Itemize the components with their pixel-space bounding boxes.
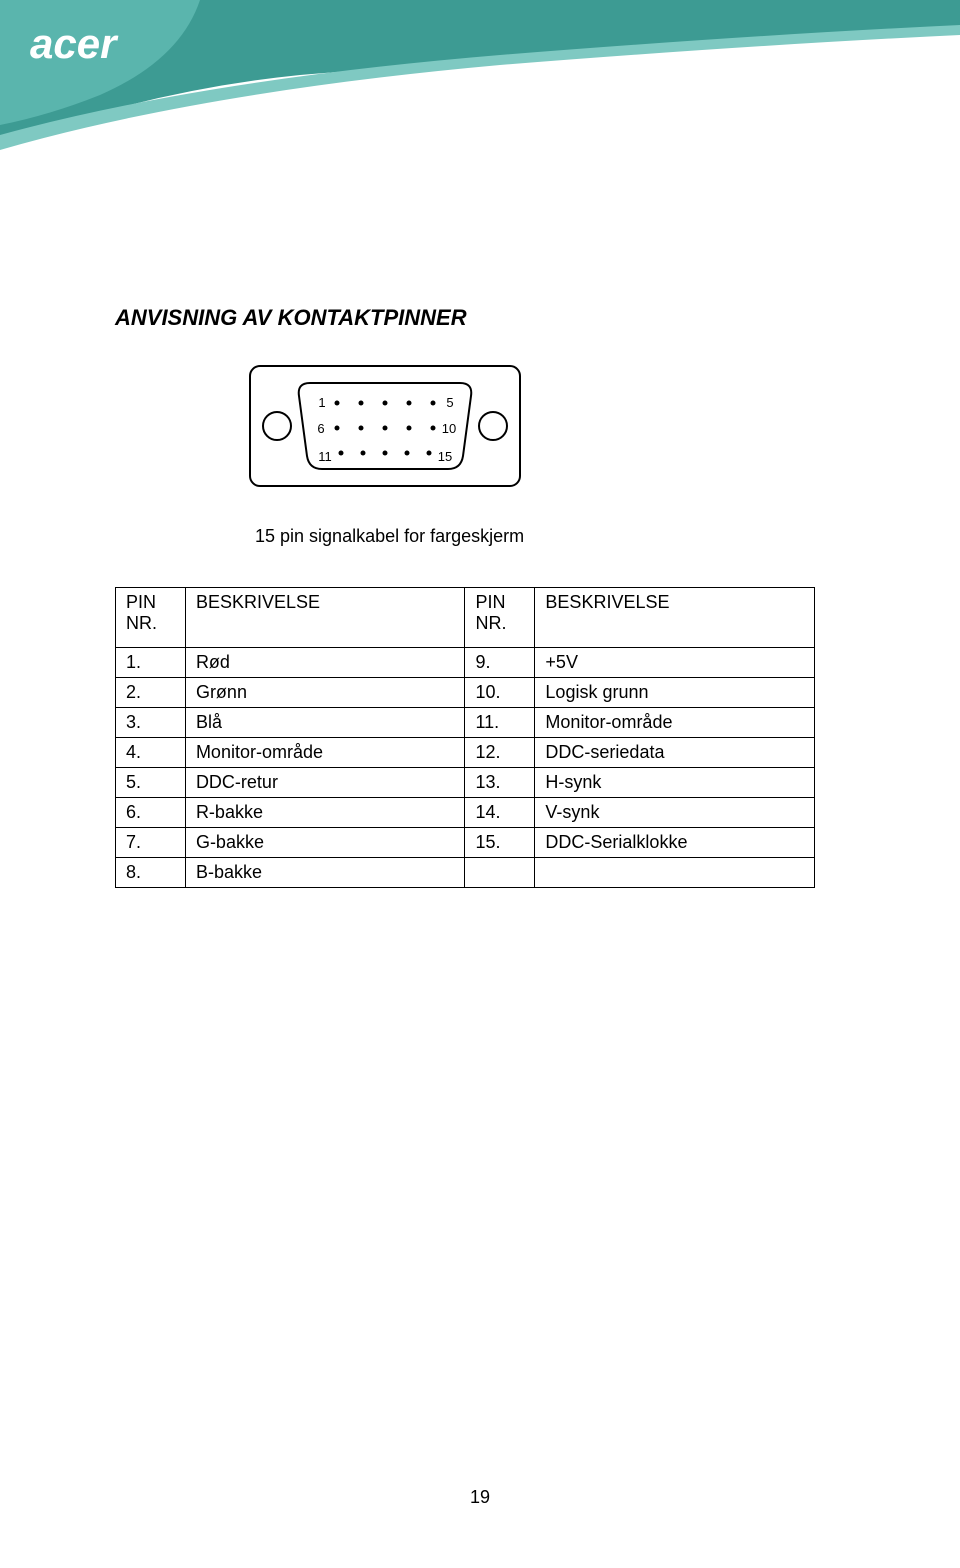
cell-desc: Rød <box>185 648 465 678</box>
svg-text:11: 11 <box>318 449 332 464</box>
table-row: 8. B-bakke <box>116 858 815 888</box>
cell-desc: Grønn <box>185 678 465 708</box>
connector-diagram: 1 5 6 10 11 15 <box>245 361 525 491</box>
cell-desc: Blå <box>185 708 465 738</box>
header-desc-1: BESKRIVELSE <box>185 588 465 648</box>
cell-desc: +5V <box>535 648 815 678</box>
cell-num <box>465 858 535 888</box>
svg-text:1: 1 <box>318 395 325 410</box>
subtitle: 15 pin signalkabel for fargeskjerm <box>255 526 845 547</box>
cell-num: 2. <box>116 678 186 708</box>
cell-desc: DDC-retur <box>185 768 465 798</box>
table-row: 5. DDC-retur 13. H-synk <box>116 768 815 798</box>
cell-num: 6. <box>116 798 186 828</box>
table-row: 6. R-bakke 14. V-synk <box>116 798 815 828</box>
header-pinnr-1: PIN NR. <box>116 588 186 648</box>
svg-text:10: 10 <box>442 421 456 436</box>
cell-num: 15. <box>465 828 535 858</box>
table-row: 2. Grønn 10. Logisk grunn <box>116 678 815 708</box>
cell-num: 8. <box>116 858 186 888</box>
cell-desc: B-bakke <box>185 858 465 888</box>
cell-num: 7. <box>116 828 186 858</box>
table-row: 3. Blå 11. Monitor-område <box>116 708 815 738</box>
cell-desc: DDC-seriedata <box>535 738 815 768</box>
cell-desc <box>535 858 815 888</box>
cell-desc: Logisk grunn <box>535 678 815 708</box>
brand-banner: acer <box>0 0 960 160</box>
cell-desc: G-bakke <box>185 828 465 858</box>
cell-num: 9. <box>465 648 535 678</box>
cell-num: 1. <box>116 648 186 678</box>
page-number: 19 <box>0 1487 960 1508</box>
cell-desc: R-bakke <box>185 798 465 828</box>
cell-num: 10. <box>465 678 535 708</box>
cell-desc: H-synk <box>535 768 815 798</box>
cell-desc: V-synk <box>535 798 815 828</box>
cell-num: 3. <box>116 708 186 738</box>
header-pinnr-2: PIN NR. <box>465 588 535 648</box>
header-desc-2: BESKRIVELSE <box>535 588 815 648</box>
cell-desc: Monitor-område <box>185 738 465 768</box>
cell-num: 5. <box>116 768 186 798</box>
brand-logo: acer <box>30 20 119 67</box>
table-row: 4. Monitor-område 12. DDC-seriedata <box>116 738 815 768</box>
cell-num: 11. <box>465 708 535 738</box>
cell-num: 14. <box>465 798 535 828</box>
table-row: 1. Rød 9. +5V <box>116 648 815 678</box>
page-title: ANVISNING AV KONTAKTPINNER <box>115 305 845 331</box>
cell-num: 4. <box>116 738 186 768</box>
cell-num: 12. <box>465 738 535 768</box>
table-row: 7. G-bakke 15. DDC-Serialklokke <box>116 828 815 858</box>
cell-num: 13. <box>465 768 535 798</box>
cell-desc: DDC-Serialklokke <box>535 828 815 858</box>
cell-desc: Monitor-område <box>535 708 815 738</box>
svg-text:15: 15 <box>438 449 452 464</box>
svg-text:6: 6 <box>317 421 324 436</box>
svg-text:5: 5 <box>446 395 453 410</box>
table-header-row: PIN NR. BESKRIVELSE PIN NR. BESKRIVELSE <box>116 588 815 648</box>
pin-table: PIN NR. BESKRIVELSE PIN NR. BESKRIVELSE … <box>115 587 815 888</box>
page-content: ANVISNING AV KONTAKTPINNER 1 5 6 10 11 1… <box>115 305 845 888</box>
